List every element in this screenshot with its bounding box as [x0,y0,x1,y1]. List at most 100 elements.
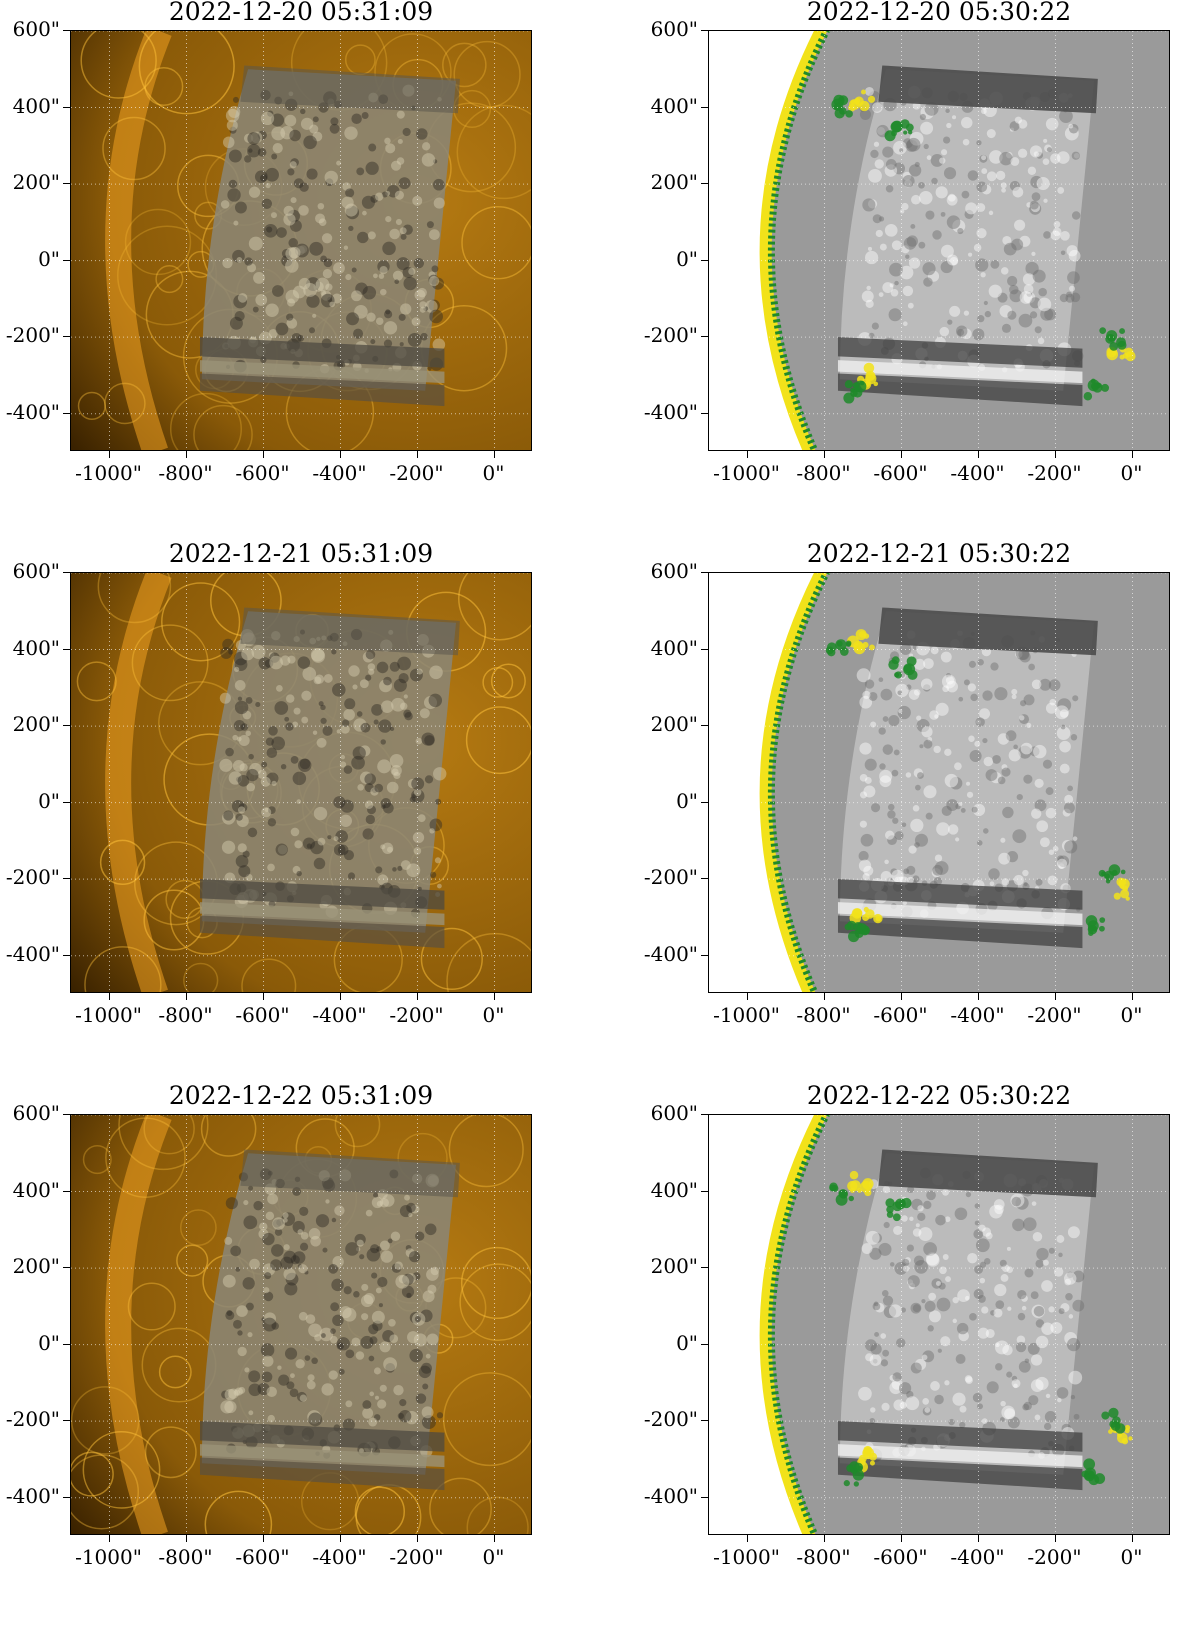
y-tick-label: -200" [5,1407,60,1432]
x-tick-mark [977,993,979,1000]
y-tick-label: -200" [5,323,60,348]
x-tick-label: -1000" [713,1545,780,1569]
panel-title: 2022-12-22 05:31:09 [168,1081,434,1110]
y-tick-mark [701,954,708,956]
y-tick-mark [701,878,708,880]
y-tick-mark [701,1420,708,1422]
y-tick-mark [63,30,70,31]
limb-arc [105,31,172,450]
x-tick-mark [339,1535,341,1542]
y-tick-label: -200" [643,323,698,348]
solar-image [71,31,531,450]
y-tick-label: 0" [676,788,698,813]
x-tick-mark [416,993,418,1000]
x-tick-label: -200" [1027,1003,1082,1027]
y-tick-mark [63,954,70,956]
y-tick-label: 200" [650,170,698,195]
y-tick-label: 400" [650,93,698,118]
x-tick-label: 0" [1120,461,1143,485]
x-tick-label: -1000" [713,461,780,485]
panel-title: 2022-12-21 05:30:22 [806,539,1072,568]
y-tick-label: 400" [12,93,60,118]
x-tick-mark [1131,993,1133,1000]
y-tick-mark [63,572,70,573]
y-tick-mark [701,412,708,414]
overlay-raster [199,1149,460,1491]
x-tick-label: -400" [312,1545,367,1569]
y-tick-mark [63,801,70,803]
y-tick-label: 400" [12,635,60,660]
y-tick-label: 200" [650,1254,698,1279]
x-tick-label: -600" [235,1545,290,1569]
x-tick-mark [900,451,902,458]
x-tick-mark [185,1535,187,1542]
x-tick-label: -200" [1027,1545,1082,1569]
y-tick-label: -400" [643,941,698,966]
solar-image [71,573,531,992]
solar-image [709,1115,1169,1534]
y-tick-label: 600" [12,559,60,583]
y-tick-mark [701,801,708,803]
limb-noise-positive [759,1115,828,1534]
plot-area [70,572,532,993]
solar-image [709,31,1169,450]
plot-area [708,30,1170,451]
y-tick-label: 400" [650,1177,698,1202]
x-tick-mark [108,1535,110,1542]
x-tick-mark [1131,451,1133,458]
y-tick-mark [701,259,708,261]
y-tick-mark [63,1190,70,1192]
x-tick-mark [108,451,110,458]
y-tick-mark [63,106,70,108]
y-tick-mark [701,1114,708,1115]
x-tick-label: -400" [312,461,367,485]
x-tick-mark [900,1535,902,1542]
y-tick-label: 200" [12,712,60,737]
y-tick-mark [63,1267,70,1269]
y-tick-label: 200" [12,1254,60,1279]
x-tick-mark [1054,451,1056,458]
y-tick-mark [63,1496,70,1498]
x-tick-mark [262,1535,264,1542]
x-tick-label: -200" [389,461,444,485]
x-tick-mark [339,451,341,458]
y-tick-mark [63,878,70,880]
y-tick-label: 600" [650,559,698,583]
x-tick-label: 0" [482,1545,505,1569]
y-tick-mark [63,336,70,338]
panel-title: 2022-12-20 05:31:09 [168,0,434,26]
y-tick-mark [701,648,708,650]
x-tick-mark [185,451,187,458]
x-tick-label: -600" [873,1545,928,1569]
y-tick-label: 400" [650,635,698,660]
y-tick-label: -400" [5,1483,60,1508]
y-tick-label: -400" [5,941,60,966]
x-tick-label: -800" [158,1003,213,1027]
x-tick-mark [823,451,825,458]
x-tick-mark [416,451,418,458]
x-tick-mark [339,993,341,1000]
y-tick-label: 200" [12,170,60,195]
x-tick-mark [262,993,264,1000]
x-tick-mark [746,993,748,1000]
x-tick-label: -1000" [713,1003,780,1027]
x-tick-label: 0" [482,461,505,485]
x-tick-label: -200" [1027,461,1082,485]
x-tick-label: -600" [235,1003,290,1027]
x-tick-label: -800" [158,461,213,485]
y-tick-label: 600" [650,1101,698,1125]
x-tick-label: -200" [389,1545,444,1569]
x-tick-label: 0" [1120,1003,1143,1027]
x-tick-mark [262,451,264,458]
y-tick-mark [63,183,70,185]
y-tick-mark [63,1343,70,1345]
x-tick-label: 0" [1120,1545,1143,1569]
x-tick-mark [1131,1535,1133,1542]
x-tick-label: -400" [950,1545,1005,1569]
x-tick-mark [977,451,979,458]
y-tick-mark [701,183,708,185]
x-tick-label: -1000" [75,461,142,485]
y-tick-mark [701,1190,708,1192]
x-tick-label: -400" [950,1003,1005,1027]
y-tick-mark [63,412,70,414]
